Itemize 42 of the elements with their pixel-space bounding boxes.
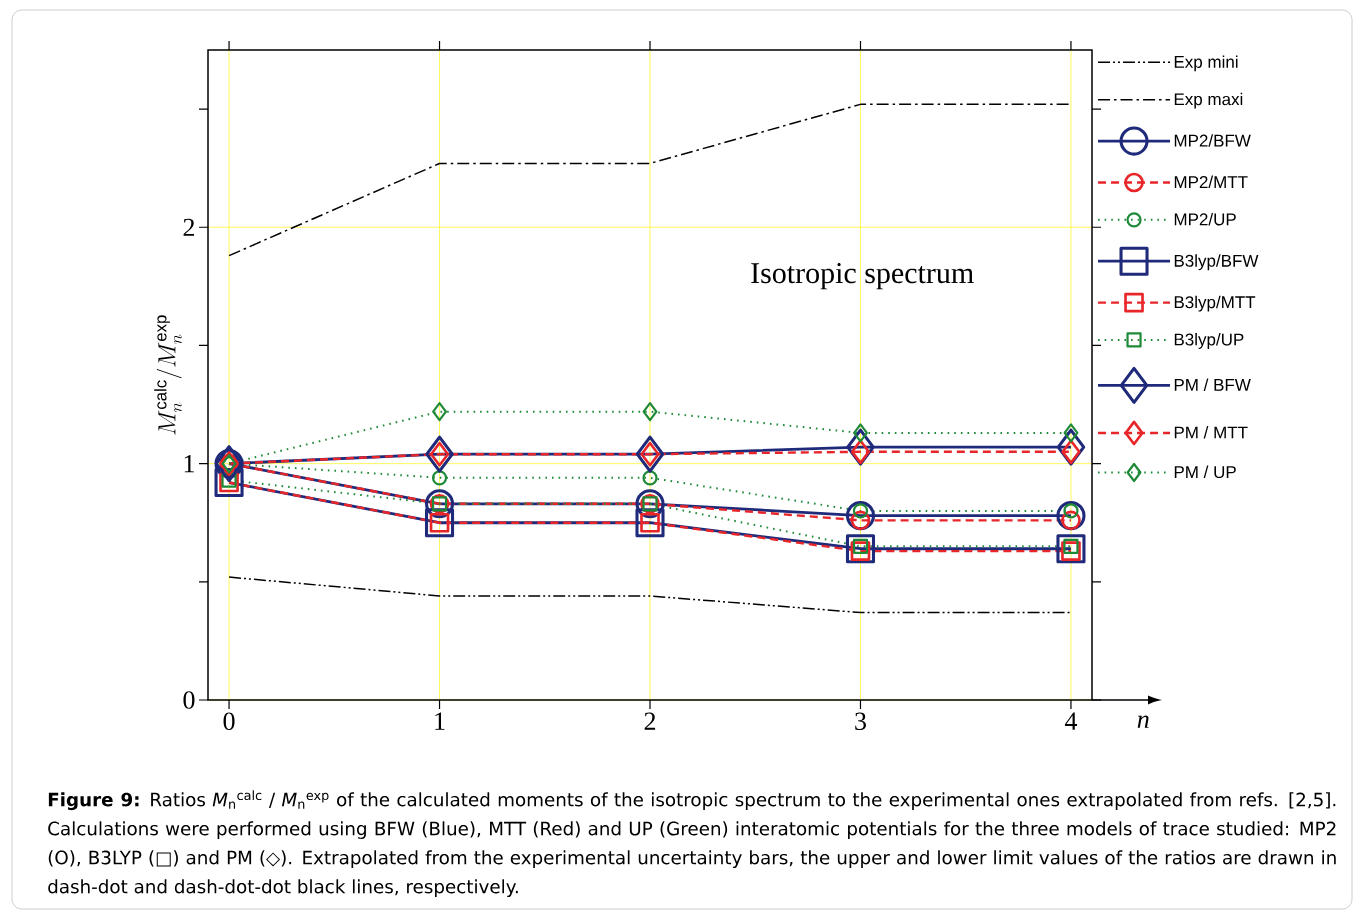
x-axis-title: n bbox=[1137, 715, 1149, 728]
text: Figure 9: Ratios M$_{n}$$^{calc}$ / M$_{n}$$^{exp}$ of the calculated moments of the isotropic spectrum to the experimental ones extrapolated from refs. [2,5]. Calculations were performed using BFW (Blue), MTT (Red) and UP (Green) interatomic potentials for the three models of trace studied: MP2 (O), B3LYP (□) and PM (◇). Extrapolated from the experimental uncertainty bars, the upper and lower limit values of the ratios are drawn in dash-dot and dash-dot-dot black lines, respectively. bbox=[48, 790, 1336, 898]
legend-label: PM / BFW bbox=[1174, 378, 1251, 391]
point bbox=[642, 402, 658, 422]
point bbox=[221, 472, 237, 488]
point bbox=[429, 441, 450, 467]
point bbox=[1056, 534, 1086, 564]
point bbox=[850, 541, 871, 561]
point bbox=[1063, 538, 1079, 554]
point bbox=[432, 402, 448, 422]
point bbox=[1063, 423, 1079, 443]
legend-label: B3lyp/BFW bbox=[1174, 254, 1259, 271]
x-tick-label: 4 bbox=[1064, 712, 1078, 730]
legend-label: Exp mini bbox=[1174, 55, 1238, 72]
legend-label: MP2/MTT bbox=[1174, 175, 1248, 189]
point bbox=[425, 435, 454, 473]
annotation: Isotropic spectrum bbox=[751, 263, 974, 290]
point bbox=[1061, 439, 1081, 465]
point bbox=[850, 439, 871, 465]
x-tick-label: 1 bbox=[435, 712, 445, 730]
point bbox=[642, 470, 658, 486]
point bbox=[431, 470, 448, 486]
point bbox=[635, 435, 665, 473]
point bbox=[852, 538, 869, 554]
y-tick-label: 2 bbox=[183, 218, 195, 236]
y-tick-label: 1 bbox=[184, 455, 194, 473]
point bbox=[845, 534, 876, 564]
legend-label: PM / MTT bbox=[1174, 426, 1248, 439]
point bbox=[640, 441, 660, 467]
legend-label: MP2/BFW bbox=[1174, 134, 1251, 147]
legend-label: B3lyp/MTT bbox=[1174, 295, 1256, 312]
x-tick-label: 0 bbox=[223, 712, 235, 731]
legend-label: PM / UP bbox=[1174, 465, 1236, 479]
y-axis-title: $M_n^{\mathrm{calc}}/M_n^{\mathrm{exp}}$ bbox=[154, 315, 182, 435]
x-tick-label: 3 bbox=[855, 712, 866, 730]
legend-label: MP2/UP bbox=[1174, 212, 1236, 226]
point bbox=[1061, 541, 1081, 561]
point bbox=[853, 423, 868, 443]
legend-label: B3lyp/UP bbox=[1174, 333, 1244, 349]
y-tick-label: 0 bbox=[183, 691, 195, 709]
x-tick-label: 2 bbox=[644, 712, 656, 730]
legend-label: Exp maxi bbox=[1174, 92, 1243, 109]
